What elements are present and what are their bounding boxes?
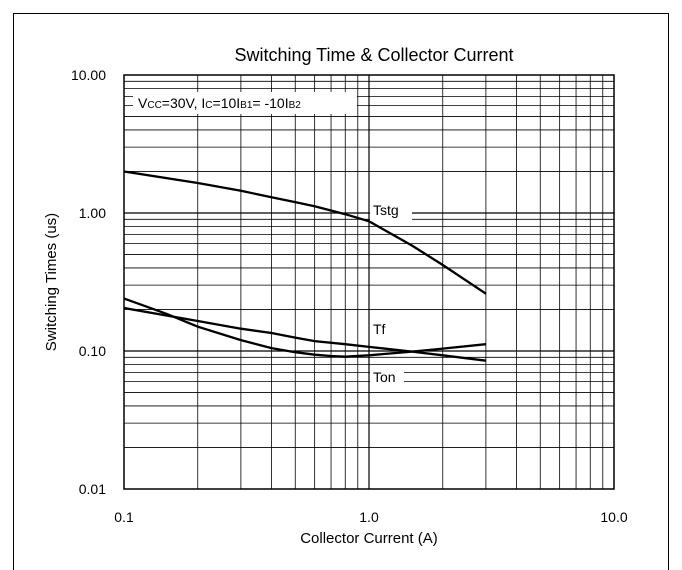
label-bg-ton bbox=[370, 366, 404, 388]
y-tick-label: 10.00 bbox=[71, 67, 106, 83]
series-label-ton: Ton bbox=[373, 369, 396, 385]
ib2-subscript: B2 bbox=[289, 100, 302, 111]
x-tick-label: 1.0 bbox=[359, 509, 379, 525]
test-condition-label: VCC=30V, IC=10IB1= -10IB2 bbox=[133, 92, 357, 114]
y-tick-labels: 0.01 0.10 1.00 10.00 bbox=[71, 67, 106, 497]
plot-area-border bbox=[123, 74, 615, 490]
ic-subscript: C bbox=[205, 100, 212, 111]
condition-background bbox=[133, 92, 357, 114]
y-axis-label: Switching Times (us) bbox=[43, 213, 60, 351]
y-tick-label: 1.00 bbox=[79, 205, 106, 221]
series-label-tstg: Tstg bbox=[373, 202, 399, 218]
series-line-ton bbox=[123, 297, 487, 358]
chart-title: Switching Time & Collector Current bbox=[234, 45, 513, 65]
x-tick-labels: 0.1 1.0 10.0 bbox=[114, 509, 628, 525]
series-labels: Tstg Tf Ton bbox=[370, 199, 412, 388]
series-lines bbox=[123, 170, 487, 362]
series-line-tf bbox=[123, 306, 487, 362]
series-label-tf: Tf bbox=[373, 321, 386, 337]
ib1-subscript: B1 bbox=[240, 100, 253, 111]
x-tick-label: 10.0 bbox=[600, 509, 627, 525]
label-bg-tstg bbox=[370, 199, 412, 221]
y-tick-label: 0.01 bbox=[79, 481, 106, 497]
x-axis-label: Collector Current (A) bbox=[300, 530, 438, 547]
series-line-tstg bbox=[123, 170, 487, 295]
vcc-value: =30V, bbox=[162, 95, 202, 111]
x-tick-label: 0.1 bbox=[114, 509, 134, 525]
condition-text: VCC=30V, IC=10IB1= -10IB2 bbox=[138, 95, 301, 111]
grid bbox=[124, 75, 614, 489]
vcc-subscript: CC bbox=[147, 100, 161, 111]
chart-frame bbox=[13, 13, 669, 570]
y-tick-label: 0.10 bbox=[79, 343, 106, 359]
ib2-expression: = -10I bbox=[252, 95, 288, 111]
label-bg-tf bbox=[370, 318, 392, 340]
ib1-expression: =10I bbox=[213, 95, 241, 111]
